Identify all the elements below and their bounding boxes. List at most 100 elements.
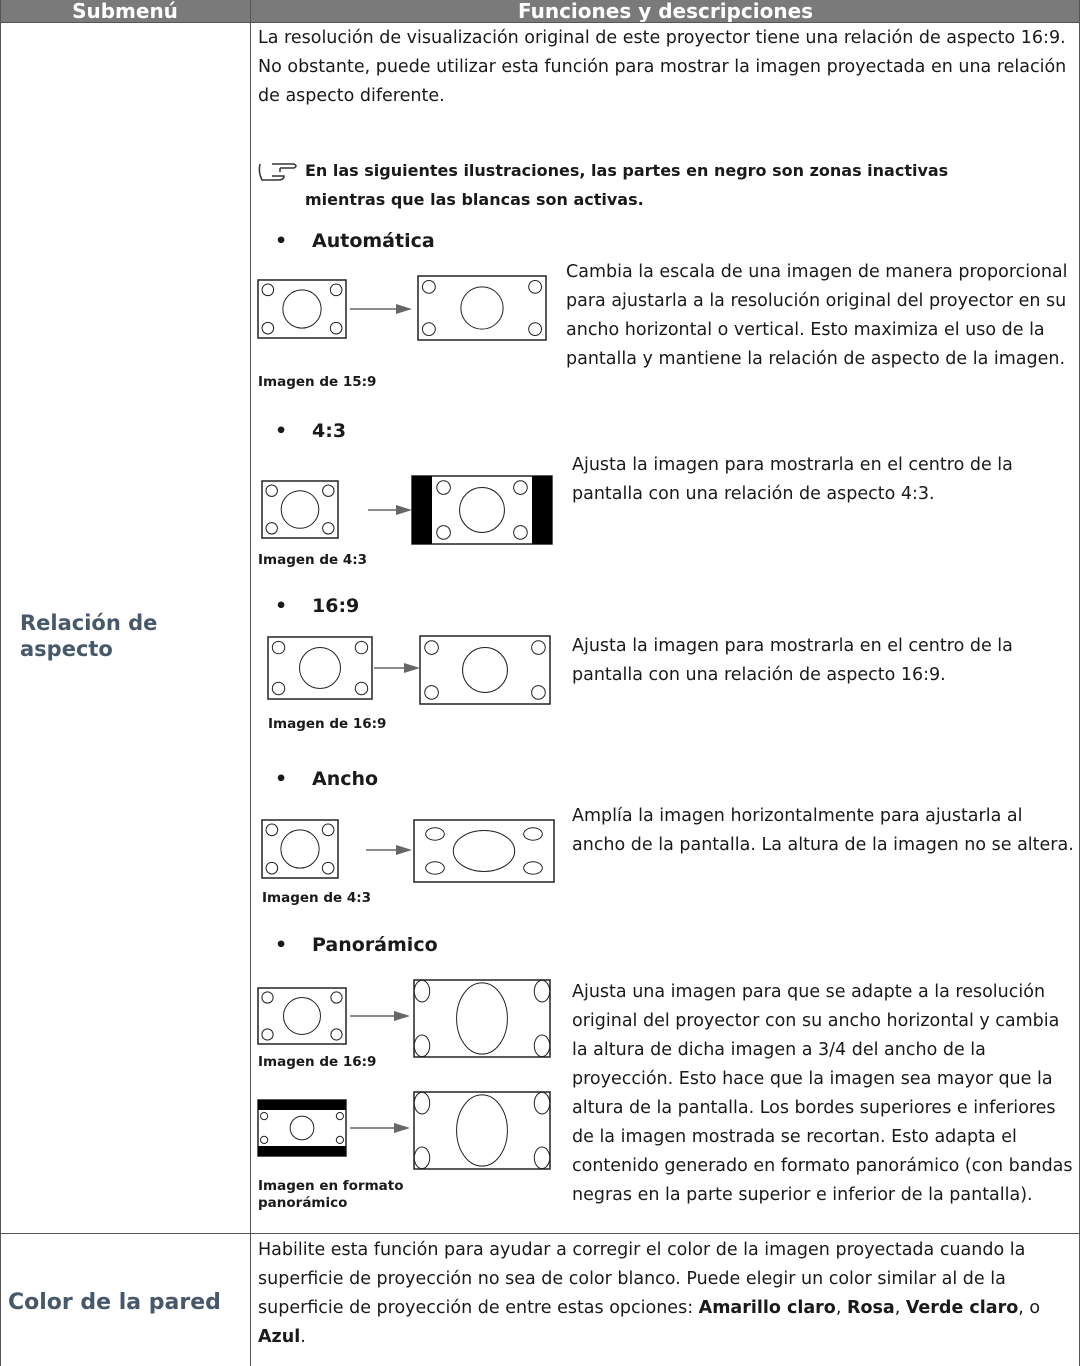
option-name: 4:3 [312, 420, 347, 442]
circle [321, 861, 335, 875]
circle [354, 640, 369, 655]
arrowhead [404, 663, 420, 673]
arrowhead [396, 505, 412, 515]
circle [413, 1091, 431, 1115]
circle [321, 823, 335, 837]
text: . [300, 1327, 306, 1347]
description: Amplía la imagen horizontalmente para aj… [572, 806, 1074, 855]
submenu-label: Color de la pared [8, 1290, 221, 1315]
header-cell: Submenú [0, 0, 250, 22]
circle [421, 322, 436, 337]
circle [260, 1135, 269, 1144]
circle [425, 827, 445, 841]
bullet: • [275, 768, 288, 790]
submenu-label: Relación de aspecto [20, 611, 158, 661]
circle [523, 861, 543, 875]
circle [329, 321, 343, 335]
circle [436, 480, 451, 495]
circle [265, 484, 278, 497]
note-icon [258, 163, 297, 181]
description: Habilite esta función para ayudar a corr… [258, 1236, 1078, 1352]
circle [329, 283, 343, 297]
option-name: Panorámico [312, 934, 438, 956]
circle [265, 823, 279, 837]
circle [265, 522, 278, 535]
option-name: Automática [312, 230, 435, 252]
circle [460, 286, 504, 330]
option-name: Ancho [312, 768, 379, 790]
circle [335, 1112, 344, 1121]
circle [513, 480, 528, 495]
circle [533, 1091, 551, 1115]
circle [425, 861, 445, 875]
circle [261, 283, 275, 297]
circle [335, 1135, 344, 1144]
screen-illustration [413, 1091, 551, 1170]
circle [421, 279, 436, 294]
circle [531, 685, 546, 700]
description: Ajusta la imagen para mostrarla en el ce… [572, 455, 1013, 504]
circle [413, 1146, 431, 1170]
circle [533, 1034, 551, 1058]
description: Cambia la escala de una imagen de manera… [566, 262, 1068, 369]
circle [456, 982, 508, 1055]
circle [280, 490, 320, 529]
circle [462, 647, 508, 693]
circle [456, 1094, 508, 1167]
circle [523, 827, 543, 841]
arrowhead [394, 1011, 410, 1021]
text: Habilite esta función para ayudar a corr… [258, 1240, 1026, 1318]
screen-illustration [413, 819, 555, 883]
black-band [258, 1100, 346, 1110]
circle [261, 1028, 274, 1041]
circle [260, 1112, 269, 1121]
screen-illustration [257, 1099, 347, 1157]
bullet: • [275, 420, 288, 442]
caption: Imagen de 16:9 [268, 716, 387, 732]
caption: Imagen de 4:3 [262, 890, 372, 906]
circle [261, 991, 274, 1004]
circle [513, 525, 528, 540]
circle [330, 991, 343, 1004]
circle [289, 1115, 315, 1141]
caption: Imagen de 16:9 [258, 1054, 377, 1070]
black-band [258, 1146, 346, 1156]
circle [299, 647, 341, 689]
screen-illustration [267, 636, 373, 700]
circle [413, 1034, 431, 1058]
option-name: Azul [258, 1327, 301, 1347]
circle [424, 685, 439, 700]
circle [413, 979, 431, 1003]
black-bar [412, 476, 432, 544]
screen-illustration [413, 979, 551, 1058]
screen-illustration [257, 987, 347, 1045]
text: , [835, 1298, 847, 1318]
circle [459, 487, 505, 533]
circle [265, 861, 279, 875]
circle [452, 830, 516, 872]
circle [528, 322, 543, 337]
caption: Imagen en formato panorámico [258, 1178, 404, 1211]
circle [528, 279, 543, 294]
description: Ajusta una imagen para que se adapte a l… [572, 982, 1073, 1205]
circle [280, 829, 320, 869]
bullet: • [275, 230, 288, 252]
circle [531, 640, 546, 655]
circle [424, 640, 439, 655]
option-name: 16:9 [312, 595, 360, 617]
screen-illustration [261, 480, 339, 539]
caption: Imagen de 15:9 [258, 374, 377, 390]
circle [436, 525, 451, 540]
circle [322, 522, 335, 535]
circle [271, 640, 286, 655]
circle [261, 321, 275, 335]
bullet: • [275, 934, 288, 956]
circle [533, 1146, 551, 1170]
intro-text: La resolución de visualización original … [258, 28, 1067, 106]
header-cell: Funciones y descripciones [251, 0, 1080, 22]
screen-illustration [261, 819, 339, 879]
circle [533, 979, 551, 1003]
circle [282, 289, 322, 329]
